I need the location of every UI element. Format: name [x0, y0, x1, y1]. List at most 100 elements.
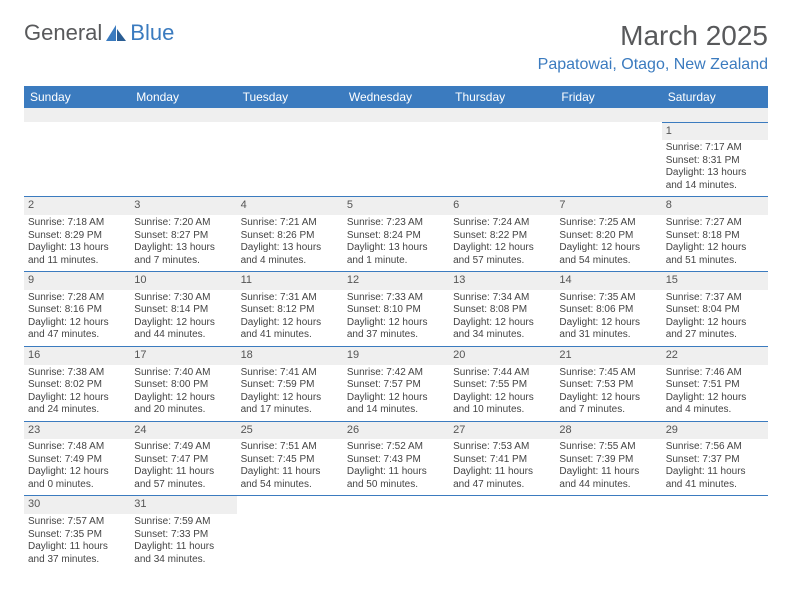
empty-cell: [555, 122, 661, 197]
sunrise-line: Sunrise: 7:38 AM: [28, 367, 126, 380]
day-number: 8: [662, 197, 768, 215]
dayname: Friday: [555, 86, 661, 108]
calendar-day: 25Sunrise: 7:51 AMSunset: 7:45 PMDayligh…: [237, 421, 343, 496]
sunrise-line: Sunrise: 7:44 AM: [453, 367, 551, 380]
calendar-day: 21Sunrise: 7:45 AMSunset: 7:53 PMDayligh…: [555, 346, 661, 421]
sunset-line: Sunset: 7:45 PM: [241, 454, 339, 467]
calendar-day: 15Sunrise: 7:37 AMSunset: 8:04 PMDayligh…: [662, 272, 768, 347]
sunset-line: Sunset: 7:39 PM: [559, 454, 657, 467]
calendar-body: 1Sunrise: 7:17 AMSunset: 8:31 PMDaylight…: [24, 122, 768, 570]
sunrise-line: Sunrise: 7:34 AM: [453, 292, 551, 305]
daylight-line: Daylight: 12 hours and 34 minutes.: [453, 317, 551, 342]
daylight-line: Daylight: 13 hours and 1 minute.: [347, 242, 445, 267]
calendar-day: 18Sunrise: 7:41 AMSunset: 7:59 PMDayligh…: [237, 346, 343, 421]
day-number: 31: [130, 496, 236, 514]
sunset-line: Sunset: 8:06 PM: [559, 304, 657, 317]
daylight-line: Daylight: 11 hours and 44 minutes.: [559, 466, 657, 491]
calendar-day: 28Sunrise: 7:55 AMSunset: 7:39 PMDayligh…: [555, 421, 661, 496]
sunrise-line: Sunrise: 7:52 AM: [347, 441, 445, 454]
day-number: 30: [24, 496, 130, 514]
sunset-line: Sunset: 7:55 PM: [453, 379, 551, 392]
daylight-line: Daylight: 12 hours and 31 minutes.: [559, 317, 657, 342]
calendar-day: 26Sunrise: 7:52 AMSunset: 7:43 PMDayligh…: [343, 421, 449, 496]
daylight-line: Daylight: 11 hours and 37 minutes.: [28, 541, 126, 566]
sunrise-line: Sunrise: 7:55 AM: [559, 441, 657, 454]
sunrise-line: Sunrise: 7:31 AM: [241, 292, 339, 305]
sunset-line: Sunset: 8:08 PM: [453, 304, 551, 317]
sunrise-line: Sunrise: 7:40 AM: [134, 367, 232, 380]
day-number: 20: [449, 347, 555, 365]
calendar-day: 19Sunrise: 7:42 AMSunset: 7:57 PMDayligh…: [343, 346, 449, 421]
daylight-line: Daylight: 12 hours and 24 minutes.: [28, 392, 126, 417]
day-number: 24: [130, 422, 236, 440]
sunset-line: Sunset: 7:43 PM: [347, 454, 445, 467]
calendar-day: 5Sunrise: 7:23 AMSunset: 8:24 PMDaylight…: [343, 197, 449, 272]
day-number: 25: [237, 422, 343, 440]
day-number: 5: [343, 197, 449, 215]
sunset-line: Sunset: 7:41 PM: [453, 454, 551, 467]
day-number: 11: [237, 272, 343, 290]
daylight-line: Daylight: 11 hours and 50 minutes.: [347, 466, 445, 491]
day-number: 12: [343, 272, 449, 290]
daylight-line: Daylight: 12 hours and 10 minutes.: [453, 392, 551, 417]
empty-cell: [130, 122, 236, 197]
calendar-day: 16Sunrise: 7:38 AMSunset: 8:02 PMDayligh…: [24, 346, 130, 421]
calendar-table: Sunday Monday Tuesday Wednesday Thursday…: [24, 86, 768, 570]
sunset-line: Sunset: 7:49 PM: [28, 454, 126, 467]
day-number: 2: [24, 197, 130, 215]
sunset-line: Sunset: 7:37 PM: [666, 454, 764, 467]
sunset-line: Sunset: 7:47 PM: [134, 454, 232, 467]
sunset-line: Sunset: 8:20 PM: [559, 230, 657, 243]
logo-text-general: General: [24, 20, 102, 46]
calendar-day: 22Sunrise: 7:46 AMSunset: 7:51 PMDayligh…: [662, 346, 768, 421]
calendar-week: 30 Sunrise: 7:57 AMSunset: 7:35 PMDayligh…: [24, 496, 768, 570]
calendar-week: 9Sunrise: 7:28 AMSunset: 8:16 PMDaylight…: [24, 272, 768, 347]
dayname: Wednesday: [343, 86, 449, 108]
day-number: 3: [130, 197, 236, 215]
sunrise-line: Sunrise: 7:51 AM: [241, 441, 339, 454]
empty-cell: [237, 496, 343, 570]
empty-cell: [449, 122, 555, 197]
day-number: 21: [555, 347, 661, 365]
calendar-week: 16Sunrise: 7:38 AMSunset: 8:02 PMDayligh…: [24, 346, 768, 421]
sunset-line: Sunset: 8:22 PM: [453, 230, 551, 243]
calendar-week: 1Sunrise: 7:17 AMSunset: 8:31 PMDaylight…: [24, 122, 768, 197]
sunset-line: Sunset: 8:27 PM: [134, 230, 232, 243]
sunrise-line: Sunrise: 7:45 AM: [559, 367, 657, 380]
sunrise-line: Sunrise: 7:57 AM: [28, 516, 126, 529]
day-number: 26: [343, 422, 449, 440]
day-number: 13: [449, 272, 555, 290]
empty-cell: [343, 122, 449, 197]
calendar-day: 10Sunrise: 7:30 AMSunset: 8:14 PMDayligh…: [130, 272, 236, 347]
sunrise-line: Sunrise: 7:21 AM: [241, 217, 339, 230]
empty-cell: [662, 496, 768, 570]
sunset-line: Sunset: 8:16 PM: [28, 304, 126, 317]
blank-row: [24, 108, 768, 122]
location: Papatowai, Otago, New Zealand: [538, 56, 768, 74]
daylight-line: Daylight: 12 hours and 47 minutes.: [28, 317, 126, 342]
daylight-line: Daylight: 12 hours and 44 minutes.: [134, 317, 232, 342]
empty-cell: [343, 496, 449, 570]
sunset-line: Sunset: 7:57 PM: [347, 379, 445, 392]
day-number: 16: [24, 347, 130, 365]
day-number: 9: [24, 272, 130, 290]
sunset-line: Sunset: 7:35 PM: [28, 529, 126, 542]
sunset-line: Sunset: 7:59 PM: [241, 379, 339, 392]
calendar-day: 31Sunrise: 7:59 AMSunset: 7:33 PMDayligh…: [130, 496, 236, 570]
daylight-line: Daylight: 12 hours and 57 minutes.: [453, 242, 551, 267]
sunrise-line: Sunrise: 7:20 AM: [134, 217, 232, 230]
sunset-line: Sunset: 7:53 PM: [559, 379, 657, 392]
dayname: Sunday: [24, 86, 130, 108]
sunset-line: Sunset: 8:00 PM: [134, 379, 232, 392]
calendar-day: 1Sunrise: 7:17 AMSunset: 8:31 PMDaylight…: [662, 122, 768, 197]
sunset-line: Sunset: 7:51 PM: [666, 379, 764, 392]
calendar-day: 17Sunrise: 7:40 AMSunset: 8:00 PMDayligh…: [130, 346, 236, 421]
daylight-line: Daylight: 12 hours and 4 minutes.: [666, 392, 764, 417]
sunrise-line: Sunrise: 7:28 AM: [28, 292, 126, 305]
day-number: 22: [662, 347, 768, 365]
day-number: 27: [449, 422, 555, 440]
day-number: 4: [237, 197, 343, 215]
calendar-day: 11Sunrise: 7:31 AMSunset: 8:12 PMDayligh…: [237, 272, 343, 347]
logo-sail-icon: [104, 23, 128, 43]
daylight-line: Daylight: 12 hours and 20 minutes.: [134, 392, 232, 417]
